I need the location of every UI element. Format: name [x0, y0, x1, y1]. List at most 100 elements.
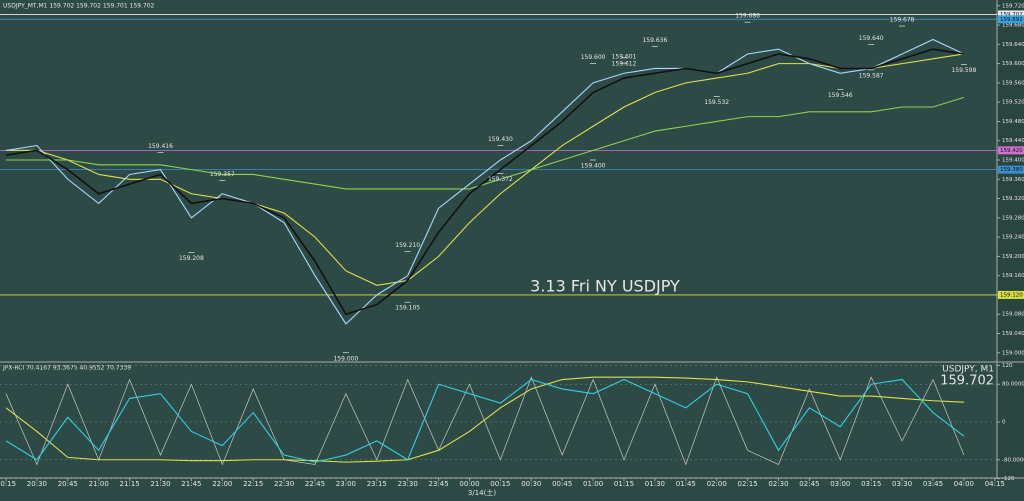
x-tick-label: 23:30 [398, 480, 418, 488]
x-tick-label: 23:15 [367, 480, 387, 488]
x-tick-label: 02:15 [738, 480, 758, 488]
x-tick-label: 01:45 [676, 480, 696, 488]
x-tick-label: 20:15 [0, 480, 16, 488]
x-tick-label: 03:00 [830, 480, 850, 488]
extreme-label: 159.686 [735, 13, 760, 20]
x-tick-label: 01:15 [614, 480, 634, 488]
y-tick-label: 159.280 [1002, 215, 1024, 221]
y-tick-label: 159.360 [1002, 177, 1024, 183]
y-tick-label: 120 [1002, 363, 1013, 369]
x-tick-label: 02:30 [768, 480, 788, 488]
y-tick-label: 159.040 [1002, 331, 1024, 337]
y-tick-label: 159.720 [1002, 3, 1024, 9]
x-tick-label: 22:30 [274, 480, 294, 488]
x-tick-label: 03:15 [861, 480, 881, 488]
y-tick-label: 159.000 [1002, 350, 1024, 356]
chart-header: USDJPY_MT,M1 159.702 159.702 159.701 159… [3, 3, 155, 10]
price-tag [998, 146, 1024, 155]
price-tag [998, 15, 1024, 24]
x-tick-label: 01:00 [583, 480, 603, 488]
x-tick-label: 21:15 [120, 480, 140, 488]
y-tick-label: 159.200 [1002, 254, 1024, 260]
x-tick-label: 04:15 [985, 480, 1005, 488]
price-tag [998, 290, 1024, 299]
series-line [5, 376, 964, 463]
x-tick-label: 22:15 [243, 480, 263, 488]
x-tick-label: 03:30 [892, 480, 912, 488]
x-tick-label: 22:00 [212, 480, 232, 488]
x-tick-label: 22:45 [305, 480, 325, 488]
extreme-label: 159.357 [210, 171, 235, 178]
y-tick-label: 159.240 [1002, 235, 1024, 241]
x-tick-label: 04:00 [954, 480, 974, 488]
y-tick-label: 159.400 [1002, 158, 1024, 164]
x-tick-label: 00:00 [459, 480, 479, 488]
extreme-label: 159.600 [581, 54, 606, 61]
y-tick-label: 159.680 [1002, 23, 1024, 29]
y-tick-label: 159.080 [1002, 312, 1024, 318]
series-line [5, 376, 965, 466]
x-tick-label: 21:30 [150, 480, 170, 488]
price-axis [997, 0, 1024, 478]
x-tick-label: 00:45 [552, 480, 572, 488]
y-tick-label: 159.480 [1002, 119, 1024, 125]
extreme-label: 159.105 [395, 305, 420, 312]
x-tick-label: 23:00 [336, 480, 356, 488]
series-line [5, 48, 965, 316]
extreme-label: 159.612 [612, 60, 637, 67]
x-tick-label: 02:00 [707, 480, 727, 488]
extreme-label: 159.636 [642, 37, 667, 44]
extreme-label: 159.546 [828, 92, 853, 99]
x-tick-label: 23:45 [429, 480, 449, 488]
extreme-label: 159.372 [488, 176, 513, 183]
x-tick-label: 02:45 [799, 480, 819, 488]
price-tag [998, 10, 1024, 19]
price-tag-label: 159.702 [1000, 12, 1023, 18]
x-tick-label: 20:45 [58, 480, 78, 488]
x-tick-label: 20:30 [27, 480, 47, 488]
extreme-label: 159.416 [148, 143, 173, 150]
extreme-label: 159.640 [859, 35, 884, 42]
y-tick-label: 0 [1002, 420, 1006, 426]
x-tick-label: 00:15 [490, 480, 510, 488]
y-tick-label: -120 [1002, 476, 1015, 482]
y-tick-label: 159.320 [1002, 196, 1024, 202]
x-tick-label: 03:45 [923, 480, 943, 488]
extreme-label: 159.587 [859, 72, 884, 79]
caption: 3.13 Fri NY USDJPY [530, 277, 680, 296]
price-tag-label: 159.420 [1000, 148, 1023, 154]
y-tick-label: 159.160 [1002, 273, 1024, 279]
price-tag-label: 159.692 [1000, 17, 1023, 23]
series-line [5, 38, 965, 325]
series-line [6, 96, 965, 190]
symbol-label: USDJPY, M1 [942, 365, 994, 375]
y-tick-label: 159.520 [1002, 100, 1024, 106]
x-tick-label: 00:30 [521, 480, 541, 488]
price-tag [998, 165, 1024, 174]
price-label: 159.702 [940, 374, 994, 389]
extreme-label: 159.532 [704, 99, 729, 106]
y-tick-label: -80.0000 [1002, 457, 1024, 463]
x-tick-label: 21:00 [89, 480, 109, 488]
extreme-label: 159.210 [395, 242, 420, 249]
price-tag-label: 159.380 [1000, 167, 1023, 173]
extreme-label: 159.430 [488, 136, 513, 143]
y-tick-label: 80.0000 [1002, 382, 1024, 388]
extreme-label: 159.400 [581, 163, 606, 170]
extreme-label: 159.208 [179, 255, 204, 262]
date-label: 3/14(土) [468, 488, 496, 497]
y-tick-label: 159.640 [1002, 42, 1024, 48]
extreme-label: 159.601 [612, 54, 637, 61]
y-tick-label: 159.440 [1002, 138, 1024, 144]
extreme-label: 159.678 [890, 17, 915, 24]
y-tick-label: 159.560 [1002, 80, 1024, 86]
extreme-label: 159.000 [333, 355, 358, 362]
extreme-label: 159.598 [951, 67, 976, 74]
x-tick-label: 01:30 [645, 480, 665, 488]
price-tag-label: 159.120 [1000, 292, 1023, 298]
series-line [5, 378, 965, 463]
y-tick-label: 159.600 [1002, 61, 1024, 67]
series-line [6, 53, 964, 286]
